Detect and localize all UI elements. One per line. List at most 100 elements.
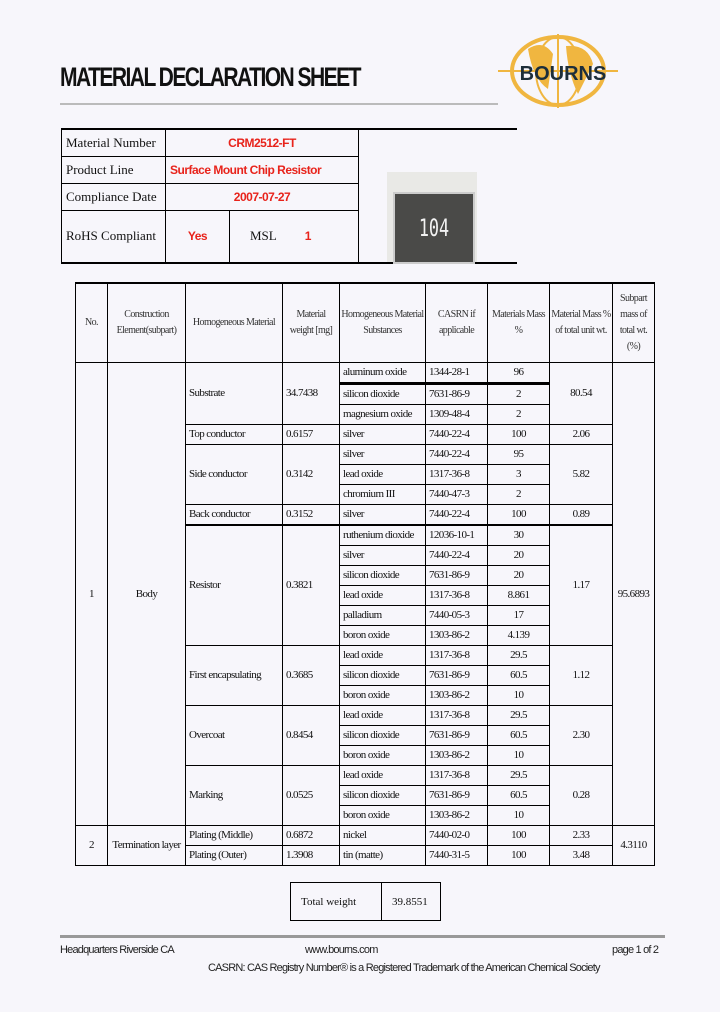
material-mass-pct: 0.89 bbox=[549, 504, 613, 526]
column-header: CASRN if applicable bbox=[425, 282, 488, 363]
table-row: Side conductor 0.3142 silver 7440-22-4 95 5.8… bbox=[76, 444, 655, 505]
material-mass-pct: 80.54 bbox=[549, 362, 613, 425]
item-number: 1 bbox=[75, 362, 108, 826]
subpart-mass-pct: 4.3110 bbox=[612, 825, 655, 866]
material-weight: 34.7438 bbox=[282, 362, 340, 425]
table-row: boron oxide 1303-86-2 10 bbox=[76, 745, 655, 766]
footer-divider bbox=[60, 935, 665, 938]
substance-name: lead oxide bbox=[339, 705, 426, 726]
material-weight: 1.3908 bbox=[282, 845, 340, 866]
table-row: silicon dioxide 7631-86-9 20 bbox=[76, 565, 655, 586]
substance-name: aluminum oxide bbox=[339, 362, 426, 384]
homogeneous-material: Back conductor bbox=[185, 504, 283, 526]
table-row: magnesium oxide 1309-48-4 2 bbox=[76, 404, 655, 425]
table-row: silicon dioxide 7631-86-9 60.5 bbox=[76, 725, 655, 746]
substance-mass-pct: 4.139 bbox=[487, 625, 550, 646]
material-weight: 0.8454 bbox=[282, 705, 340, 766]
material-weight: 0.3152 bbox=[282, 504, 340, 526]
divider bbox=[60, 103, 498, 105]
substance-name: silicon dioxide bbox=[339, 565, 426, 586]
material-weight: 0.6157 bbox=[282, 424, 340, 445]
substance-mass-pct: 29.5 bbox=[487, 765, 550, 786]
msl-value: 1 bbox=[304, 229, 312, 244]
product-line: Surface Mount Chip Resistor bbox=[165, 156, 359, 184]
substance-mass-pct: 95 bbox=[487, 444, 550, 465]
substance-mass-pct: 100 bbox=[487, 424, 550, 445]
casrn: 1303-86-2 bbox=[425, 745, 488, 766]
homogeneous-material: Side conductor bbox=[185, 444, 283, 505]
construction-element: Termination layer bbox=[107, 825, 186, 866]
substance-mass-pct: 100 bbox=[487, 845, 550, 866]
substance-name: magnesium oxide bbox=[339, 404, 426, 425]
material-number-label: Material Number bbox=[61, 128, 166, 157]
table-row: boron oxide 1303-86-2 10 bbox=[76, 805, 655, 826]
homogeneous-material: Top conductor bbox=[185, 424, 283, 445]
substance-mass-pct: 30 bbox=[487, 524, 550, 546]
substance-name: boron oxide bbox=[339, 805, 426, 826]
substance-mass-pct: 2 bbox=[487, 404, 550, 425]
casrn: 12036-10-1 bbox=[425, 524, 488, 546]
substance-mass-pct: 60.5 bbox=[487, 725, 550, 746]
material-weight: 0.3821 bbox=[282, 524, 340, 646]
homogeneous-material: First encapsulating bbox=[185, 645, 283, 706]
msl-label: MSL bbox=[250, 228, 277, 244]
compliance-date: 2007-07-27 bbox=[165, 183, 359, 211]
footer-website[interactable]: www.bourns.com bbox=[305, 944, 378, 956]
svg-text:BOURNS: BOURNS bbox=[520, 63, 607, 85]
substance-name: silver bbox=[339, 504, 426, 526]
table-row: Overcoat 0.8454 lead oxide 1317-36-8 29.5 2.3… bbox=[76, 705, 655, 766]
substance-mass-pct: 10 bbox=[487, 805, 550, 826]
subpart-mass-pct: 95.6893 bbox=[612, 362, 655, 826]
casrn: 7440-31-5 bbox=[425, 845, 488, 866]
substance-name: chromium III bbox=[339, 484, 426, 505]
chip-resistor-photo: 104 bbox=[387, 172, 477, 264]
material-mass-pct: 0.28 bbox=[549, 765, 613, 826]
table-row: palladium 7440-05-3 17 bbox=[76, 605, 655, 626]
casrn: 7631-86-9 bbox=[425, 665, 488, 686]
substance-name: boron oxide bbox=[339, 685, 426, 706]
substance-name: silicon dioxide bbox=[339, 785, 426, 806]
substance-name: silver bbox=[339, 424, 426, 445]
table-row: boron oxide 1303-86-2 4.139 bbox=[76, 625, 655, 646]
compliance-date-label: Compliance Date bbox=[61, 183, 166, 211]
substance-name: lead oxide bbox=[339, 645, 426, 666]
footer-page-number: page 1 of 2 bbox=[612, 944, 659, 956]
substance-mass-pct: 8.861 bbox=[487, 585, 550, 606]
substance-mass-pct: 3 bbox=[487, 464, 550, 485]
casrn: 1303-86-2 bbox=[425, 805, 488, 826]
substance-mass-pct: 20 bbox=[487, 565, 550, 586]
substance-name: ruthenium dioxide bbox=[339, 524, 426, 546]
column-header: Construction Element(subpart) bbox=[107, 282, 186, 363]
substance-mass-pct: 2 bbox=[487, 382, 550, 405]
casrn: 1303-86-2 bbox=[425, 625, 488, 646]
substance-name: silicon dioxide bbox=[339, 725, 426, 746]
page-title: MATERIAL DECLARATION SHEET bbox=[60, 62, 361, 92]
substance-mass-pct: 20 bbox=[487, 545, 550, 566]
construction-element: Body bbox=[107, 362, 186, 826]
material-mass-pct: 2.06 bbox=[549, 424, 613, 445]
substance-mass-pct: 60.5 bbox=[487, 785, 550, 806]
rohs-label: RoHS Compliant bbox=[61, 210, 166, 263]
substance-mass-pct: 29.5 bbox=[487, 645, 550, 666]
substance-name: palladium bbox=[339, 605, 426, 626]
table-row: Marking 0.0525 lead oxide 1317-36-8 29.5 0.28 bbox=[76, 765, 655, 826]
total-weight-value: 39.8551 bbox=[381, 882, 441, 921]
substance-mass-pct: 60.5 bbox=[487, 665, 550, 686]
chip-marking: 104 bbox=[418, 214, 450, 242]
bourns-logo: BOURNS bbox=[498, 34, 618, 108]
substance-name: lead oxide bbox=[339, 765, 426, 786]
material-weight: 0.6872 bbox=[282, 825, 340, 846]
material-number: CRM2512-FT bbox=[165, 128, 359, 157]
casrn: 7631-86-9 bbox=[425, 382, 488, 405]
material-mass-pct: 1.12 bbox=[549, 645, 613, 706]
casrn: 1317-36-8 bbox=[425, 705, 488, 726]
item-number: 2 bbox=[75, 825, 108, 866]
substance-mass-pct: 29.5 bbox=[487, 705, 550, 726]
casrn: 1317-36-8 bbox=[425, 464, 488, 485]
casrn: 1309-48-4 bbox=[425, 404, 488, 425]
homogeneous-material: Resistor bbox=[185, 524, 283, 646]
homogeneous-material: Overcoat bbox=[185, 705, 283, 766]
material-mass-pct: 1.17 bbox=[549, 524, 613, 646]
column-header: Material Mass % of total unit wt. bbox=[549, 282, 613, 363]
table-row: silicon dioxide 7631-86-9 60.5 bbox=[76, 785, 655, 806]
